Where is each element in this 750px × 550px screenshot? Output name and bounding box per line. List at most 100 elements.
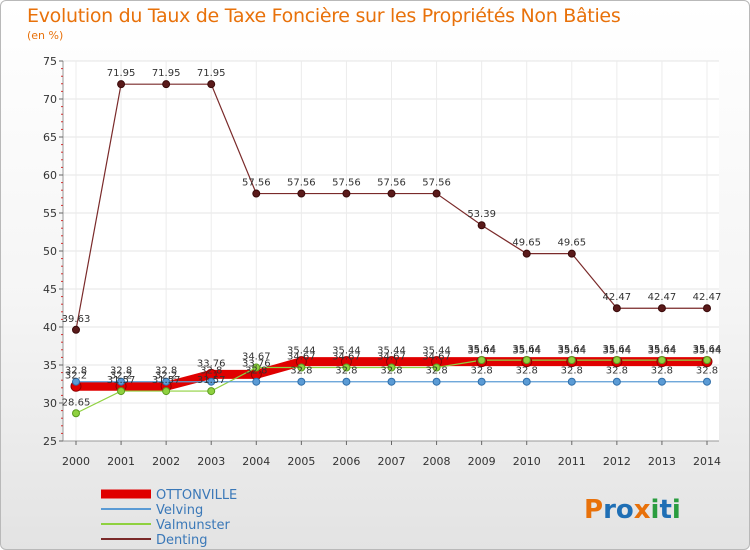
data-label-valmunster: 35.64 (512, 344, 541, 355)
data-label-valmunster: 34.67 (377, 352, 406, 363)
data-point-denting (342, 189, 351, 198)
data-label-ottonville: 35.44 (648, 346, 677, 357)
x-tick-label: 2002 (152, 455, 180, 468)
data-label-ottonville: 35.44 (467, 346, 496, 357)
data-point-denting (387, 189, 396, 198)
data-point-velving (612, 377, 621, 386)
data-point-valmunster (432, 363, 441, 372)
data-label-ottonville: 35.44 (332, 346, 361, 357)
data-point-valmunster (477, 356, 486, 365)
data-point-velving (162, 377, 171, 386)
data-label-velving: 32.8 (65, 366, 87, 377)
data-point-denting (703, 304, 711, 313)
x-tick-label: 2000 (62, 455, 90, 468)
data-label-ottonville: 35.44 (512, 346, 541, 357)
data-label-denting: 49.65 (512, 238, 541, 249)
data-label-denting: 57.56 (422, 178, 451, 189)
data-point-valmunster (297, 363, 306, 372)
data-point-valmunster (657, 356, 666, 365)
data-label-velving: 32.8 (200, 366, 222, 377)
data-point-valmunster (612, 356, 621, 365)
data-label-velving: 32.8 (651, 366, 673, 377)
x-tick-label: 2007 (378, 455, 406, 468)
data-label-denting: 57.56 (242, 178, 271, 189)
data-point-valmunster (72, 409, 80, 418)
data-label-valmunster: 31.57 (107, 375, 136, 386)
data-label-ottonville: 35.44 (287, 346, 316, 357)
x-tick-label: 2003 (197, 455, 225, 468)
x-tick-label: 2006 (332, 455, 360, 468)
data-label-denting: 71.95 (152, 68, 181, 79)
data-label-velving: 32.8 (425, 366, 447, 377)
x-tick-label: 2013 (648, 455, 676, 468)
data-label-valmunster: 35.64 (693, 344, 722, 355)
x-tick-label: 2011 (558, 455, 586, 468)
y-tick-label: 50 (43, 245, 57, 258)
data-label-valmunster: 34.67 (332, 352, 361, 363)
data-label-denting: 42.47 (693, 292, 722, 303)
data-point-denting (612, 304, 621, 313)
data-label-ottonville: 33.76 (197, 358, 226, 369)
data-label-denting: 57.56 (287, 178, 316, 189)
data-label-denting: 71.95 (107, 68, 136, 79)
data-point-valmunster (567, 356, 576, 365)
data-label-velving: 32.8 (380, 366, 402, 377)
data-label-denting: 39.63 (62, 314, 91, 325)
data-label-velving: 32.8 (335, 366, 357, 377)
data-point-velving (703, 377, 711, 386)
data-label-velving: 32.8 (110, 366, 132, 377)
data-label-ottonville: 35.44 (377, 346, 406, 357)
data-label-velving: 32.8 (471, 366, 493, 377)
data-label-ottonville: 33.76 (242, 358, 271, 369)
y-tick-label: 60 (43, 169, 57, 182)
legend-label-denting: Denting (156, 533, 207, 548)
data-point-velving (72, 377, 80, 386)
data-point-denting (162, 80, 171, 89)
data-point-velving (657, 377, 666, 386)
data-point-valmunster (252, 363, 261, 372)
y-tick-label: 55 (43, 207, 57, 220)
data-label-denting: 71.95 (197, 68, 226, 79)
chart-title: Evolution du Taux de Taxe Foncière sur l… (27, 5, 621, 27)
x-tick-label: 2008 (423, 455, 451, 468)
data-label-denting: 57.56 (332, 178, 361, 189)
x-tick-label: 2001 (107, 455, 135, 468)
data-point-velving (432, 377, 441, 386)
data-label-valmunster: 34.67 (287, 352, 316, 363)
data-label-denting: 53.39 (467, 209, 496, 220)
data-label-valmunster: 31.57 (152, 375, 181, 386)
data-point-velving (342, 377, 351, 386)
data-label-valmunster: 35.64 (648, 344, 677, 355)
data-point-valmunster (703, 356, 711, 365)
data-point-denting (567, 249, 576, 258)
y-tick-label: 35 (43, 359, 57, 372)
data-point-velving (387, 377, 396, 386)
data-point-valmunster (207, 387, 216, 396)
x-tick-label: 2005 (287, 455, 315, 468)
y-tick-label: 70 (43, 93, 57, 106)
data-point-denting (477, 221, 486, 230)
data-point-velving (252, 377, 261, 386)
data-label-ottonville: 32.2 (155, 370, 177, 381)
data-point-valmunster (162, 387, 171, 396)
data-label-denting: 42.47 (603, 292, 632, 303)
data-point-velving (207, 377, 216, 386)
data-point-valmunster (117, 387, 126, 396)
y-tick-label: 40 (43, 321, 57, 334)
data-label-valmunster: 34.67 (242, 352, 271, 363)
data-point-valmunster (342, 363, 351, 372)
data-label-velving: 32.8 (516, 366, 538, 377)
data-label-valmunster: 28.65 (62, 397, 91, 408)
data-point-velving (567, 377, 576, 386)
x-tick-label: 2014 (693, 455, 721, 468)
data-label-ottonville: 35.44 (422, 346, 451, 357)
data-label-velving: 32.8 (155, 366, 177, 377)
x-tick-label: 2009 (468, 455, 496, 468)
x-tick-label: 2012 (603, 455, 631, 468)
x-tick-label: 2010 (513, 455, 541, 468)
legend-label-ottonville: OTTONVILLE (156, 488, 237, 503)
brand-logo: Proxiti (584, 495, 681, 525)
data-label-ottonville: 32.2 (65, 370, 87, 381)
data-label-velving: 32.8 (561, 366, 583, 377)
